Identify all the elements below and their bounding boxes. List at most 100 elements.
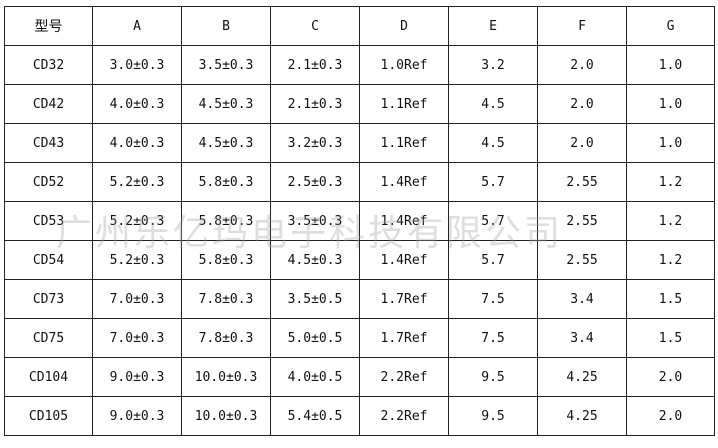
table-cell: 7.8±0.3 [181, 318, 271, 358]
table-cell: 4.5 [448, 123, 538, 163]
table-cell: 3.5±0.3 [181, 45, 271, 85]
table-cell: 1.0 [626, 45, 715, 85]
table-cell: 1.1Ref [359, 123, 449, 163]
table-cell: 4.5 [448, 84, 538, 124]
table-cell: 9.5 [448, 396, 538, 436]
header-cell-c: C [270, 6, 360, 46]
table-cell: 1.0 [626, 84, 715, 124]
table-cell: 2.1±0.3 [270, 84, 360, 124]
table-cell: 9.0±0.3 [92, 396, 182, 436]
table-cell: 1.2 [626, 201, 715, 241]
header-cell-d: D [359, 6, 449, 46]
table-row: CD42 4.0±0.3 4.5±0.3 2.1±0.3 1.1Ref 4.5 2.0 1.0 [4, 84, 715, 124]
table-cell: 4.0±0.3 [92, 123, 182, 163]
model-cell: CD53 [4, 201, 93, 241]
table-cell: 9.5 [448, 357, 538, 397]
table-cell: 7.5 [448, 318, 538, 358]
table-cell: 4.0±0.5 [270, 357, 360, 397]
header-cell-b: B [181, 6, 271, 46]
table-cell: 3.2±0.3 [270, 123, 360, 163]
table-cell: 2.0 [537, 123, 627, 163]
table-row: CD32 3.0±0.3 3.5±0.3 2.1±0.3 1.0Ref 3.2 2.0 1.0 [4, 45, 715, 85]
table-row: CD54 5.2±0.3 5.8±0.3 4.5±0.3 1.4Ref 5.7 2.55 1.… [4, 240, 715, 280]
table-cell: 5.2±0.3 [92, 201, 182, 241]
table-cell: 3.4 [537, 318, 627, 358]
table-cell: 4.5±0.3 [270, 240, 360, 280]
table-body: CD32 3.0±0.3 3.5±0.3 2.1±0.3 1.0Ref 3.2 2.0 1.0… [4, 45, 715, 436]
table-cell: 4.5±0.3 [181, 84, 271, 124]
dimension-table-container: 型号 A B C D E F G CD32 3.0±0.3 3.5±0.3 2.1±0… [4, 6, 715, 444]
model-cell: CD105 [4, 396, 93, 436]
table-cell: 1.4Ref [359, 201, 449, 241]
table-row: CD43 4.0±0.3 4.5±0.3 3.2±0.3 1.1Ref 4.5 2.0 1.0 [4, 123, 715, 163]
table-cell: 1.5 [626, 318, 715, 358]
table-cell: 5.8±0.3 [181, 240, 271, 280]
table-cell: 2.0 [626, 396, 715, 436]
model-cell: CD104 [4, 357, 93, 397]
header-cell-e: E [448, 6, 538, 46]
table-cell: 4.5±0.3 [181, 123, 271, 163]
table-cell: 2.55 [537, 240, 627, 280]
table-cell: 7.0±0.3 [92, 279, 182, 319]
table-row: CD104 9.0±0.3 10.0±0.3 4.0±0.5 2.2Ref 9.5 4.25… [4, 357, 715, 397]
table-cell: 3.5±0.3 [270, 201, 360, 241]
table-cell: 1.4Ref [359, 162, 449, 202]
table-cell: 5.7 [448, 162, 538, 202]
table-cell: 10.0±0.3 [181, 396, 271, 436]
table-cell: 2.2Ref [359, 396, 449, 436]
table-cell: 5.4±0.5 [270, 396, 360, 436]
table-cell: 1.7Ref [359, 318, 449, 358]
table-cell: 3.0±0.3 [92, 45, 182, 85]
table-cell: 2.2Ref [359, 357, 449, 397]
table-cell: 3.5±0.5 [270, 279, 360, 319]
table-cell: 2.0 [626, 357, 715, 397]
table-cell: 1.5 [626, 279, 715, 319]
table-cell: 5.7 [448, 201, 538, 241]
table-cell: 7.5 [448, 279, 538, 319]
table-cell: 4.25 [537, 357, 627, 397]
table-row: CD75 7.0±0.3 7.8±0.3 5.0±0.5 1.7Ref 7.5 3.4 1.5 [4, 318, 715, 358]
table-cell: 1.0Ref [359, 45, 449, 85]
table-cell: 9.0±0.3 [92, 357, 182, 397]
table-row: CD105 9.0±0.3 10.0±0.3 5.4±0.5 2.2Ref 9.5 4.25… [4, 396, 715, 436]
table-cell: 2.0 [537, 84, 627, 124]
table-cell: 4.0±0.3 [92, 84, 182, 124]
table-cell: 1.0 [626, 123, 715, 163]
model-cell: CD43 [4, 123, 93, 163]
table-cell: 3.4 [537, 279, 627, 319]
table-cell: 2.0 [537, 45, 627, 85]
model-cell: CD42 [4, 84, 93, 124]
table-cell: 10.0±0.3 [181, 357, 271, 397]
table-cell: 1.7Ref [359, 279, 449, 319]
table-row: CD53 5.2±0.3 5.8±0.3 3.5±0.3 1.4Ref 5.7 2.55 1.… [4, 201, 715, 241]
table-row: CD52 5.2±0.3 5.8±0.3 2.5±0.3 1.4Ref 5.7 2.55 1.… [4, 162, 715, 202]
table-cell: 2.55 [537, 162, 627, 202]
model-cell: CD54 [4, 240, 93, 280]
table-cell: 1.2 [626, 240, 715, 280]
table-cell: 2.1±0.3 [270, 45, 360, 85]
table-cell: 5.2±0.3 [92, 162, 182, 202]
table-cell: 5.0±0.5 [270, 318, 360, 358]
table-cell: 4.25 [537, 396, 627, 436]
table-cell: 3.2 [448, 45, 538, 85]
header-cell-g: G [626, 6, 715, 46]
header-cell-f: F [537, 6, 627, 46]
model-cell: CD75 [4, 318, 93, 358]
table-cell: 5.8±0.3 [181, 162, 271, 202]
header-row: 型号 A B C D E F G [4, 6, 715, 46]
table-row: CD73 7.0±0.3 7.8±0.3 3.5±0.5 1.7Ref 7.5 3.4 1.5 [4, 279, 715, 319]
table-cell: 5.2±0.3 [92, 240, 182, 280]
table-cell: 2.55 [537, 201, 627, 241]
header-cell-a: A [92, 6, 182, 46]
model-cell: CD52 [4, 162, 93, 202]
table-cell: 1.4Ref [359, 240, 449, 280]
table-cell: 2.5±0.3 [270, 162, 360, 202]
table-cell: 1.1Ref [359, 84, 449, 124]
header-cell-model: 型号 [4, 6, 93, 46]
table-cell: 5.7 [448, 240, 538, 280]
dimension-table: 型号 A B C D E F G CD32 3.0±0.3 3.5±0.3 2.1±0… [4, 6, 715, 436]
model-cell: CD32 [4, 45, 93, 85]
table-cell: 7.8±0.3 [181, 279, 271, 319]
model-cell: CD73 [4, 279, 93, 319]
table-cell: 1.2 [626, 162, 715, 202]
